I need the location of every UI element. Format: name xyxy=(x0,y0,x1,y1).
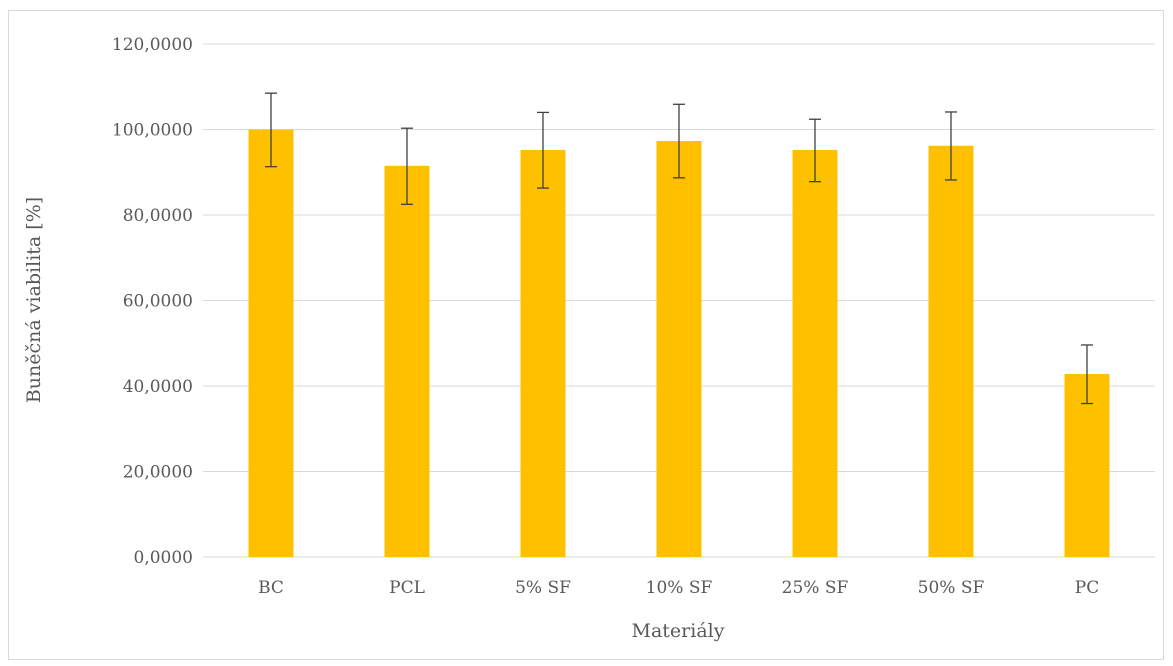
bar xyxy=(792,150,838,557)
y-tick-label: 20,0000 xyxy=(123,463,193,483)
bar xyxy=(1064,374,1110,557)
bar xyxy=(656,141,702,558)
x-tick-label: 25% SF xyxy=(782,578,849,598)
y-tick-label: 40,0000 xyxy=(123,377,193,397)
y-tick-label: 0,0000 xyxy=(134,548,193,568)
x-tick-label: 5% SF xyxy=(515,578,571,598)
bar xyxy=(384,165,430,557)
x-tick-label: BC xyxy=(258,578,284,598)
x-axis-ticks: BC PCL 5% SF 10% SF 25% SF 50% SF PC xyxy=(258,578,1099,598)
y-tick-label: 80,0000 xyxy=(123,206,193,226)
bar xyxy=(520,150,566,557)
bar xyxy=(928,145,974,557)
y-axis-title: Buněčná viabilita [%] xyxy=(23,197,45,403)
y-tick-label: 100,0000 xyxy=(112,121,193,141)
x-tick-label: PCL xyxy=(389,578,425,598)
x-tick-label: 50% SF xyxy=(918,578,985,598)
x-axis-title: Materiály xyxy=(632,620,725,642)
x-tick-label: PC xyxy=(1075,578,1099,598)
y-axis-ticks: 0,0000 20,0000 40,0000 60,0000 80,0000 100,00… xyxy=(112,35,193,568)
y-tick-label: 120,0000 xyxy=(112,35,193,55)
x-tick-label: 10% SF xyxy=(646,578,713,598)
bars xyxy=(248,129,1110,558)
y-tick-label: 60,0000 xyxy=(123,292,193,312)
error-bars xyxy=(265,92,1093,405)
bar xyxy=(248,129,294,557)
